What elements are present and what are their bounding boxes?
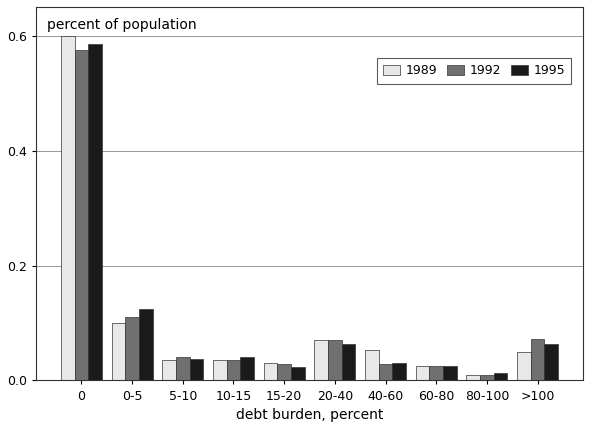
- Bar: [125, 317, 139, 381]
- Bar: [328, 340, 342, 381]
- X-axis label: debt burden, percent: debt burden, percent: [236, 408, 383, 422]
- Bar: [379, 364, 392, 381]
- Bar: [227, 360, 240, 381]
- Bar: [430, 366, 443, 381]
- Bar: [74, 50, 88, 381]
- Bar: [545, 344, 558, 381]
- Bar: [162, 360, 176, 381]
- Bar: [365, 350, 379, 381]
- Bar: [443, 366, 457, 381]
- Text: percent of population: percent of population: [47, 18, 196, 32]
- Bar: [176, 357, 189, 381]
- Bar: [189, 359, 204, 381]
- Bar: [264, 363, 277, 381]
- Bar: [139, 308, 153, 381]
- Bar: [531, 338, 545, 381]
- Bar: [314, 340, 328, 381]
- Bar: [61, 36, 74, 381]
- Bar: [467, 375, 480, 381]
- Bar: [342, 344, 355, 381]
- Bar: [213, 360, 227, 381]
- Bar: [112, 323, 125, 381]
- Bar: [392, 363, 406, 381]
- Legend: 1989, 1992, 1995: 1989, 1992, 1995: [376, 58, 571, 84]
- Bar: [291, 367, 304, 381]
- Bar: [240, 357, 254, 381]
- Bar: [277, 364, 291, 381]
- Bar: [517, 352, 531, 381]
- Bar: [416, 366, 430, 381]
- Bar: [480, 375, 494, 381]
- Bar: [494, 373, 507, 381]
- Bar: [88, 44, 102, 381]
